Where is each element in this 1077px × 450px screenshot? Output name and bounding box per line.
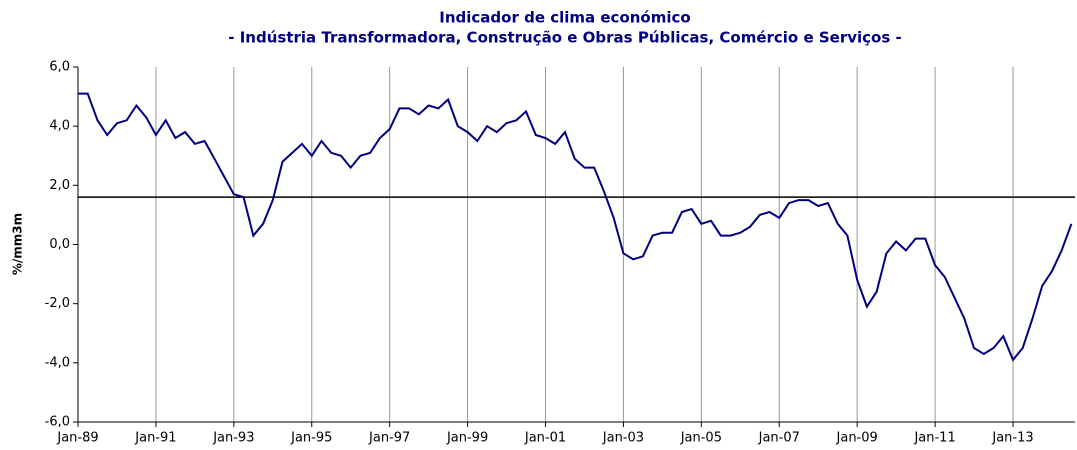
x-tick-label: Jan-01: [524, 431, 566, 446]
y-tick-label: 4,0: [49, 119, 70, 134]
x-tick-label: Jan-07: [758, 431, 800, 446]
x-tick-label: Jan-91: [134, 431, 176, 446]
y-tick-label: -4,0: [45, 355, 70, 370]
data-line: [78, 92, 1073, 362]
x-tick-label: Jan-93: [212, 431, 254, 446]
x-tick-label: Jan-11: [913, 431, 955, 446]
y-tick-label: -2,0: [45, 296, 70, 311]
y-tick-label: -6,0: [45, 415, 70, 430]
x-tick-label: Jan-95: [290, 431, 332, 446]
y-axis-label: %/mm3m: [11, 213, 25, 275]
x-tick-label: Jan-99: [446, 431, 488, 446]
chart-title: Indicador de clima económico: [439, 9, 690, 27]
x-tick-label: Jan-03: [602, 431, 644, 446]
y-tick-label: 6,0: [49, 60, 70, 75]
x-tick-label: Jan-13: [991, 431, 1033, 446]
x-tick-label: Jan-89: [56, 431, 98, 446]
chart-subtitle: - Indústria Transformadora, Construção e…: [228, 29, 901, 47]
x-tick-label: Jan-05: [680, 431, 722, 446]
y-tick-label: 2,0: [49, 178, 70, 193]
x-tick-label: Jan-09: [836, 431, 878, 446]
y-tick-label: 0,0: [49, 237, 70, 252]
x-tick-label: Jan-97: [368, 431, 410, 446]
